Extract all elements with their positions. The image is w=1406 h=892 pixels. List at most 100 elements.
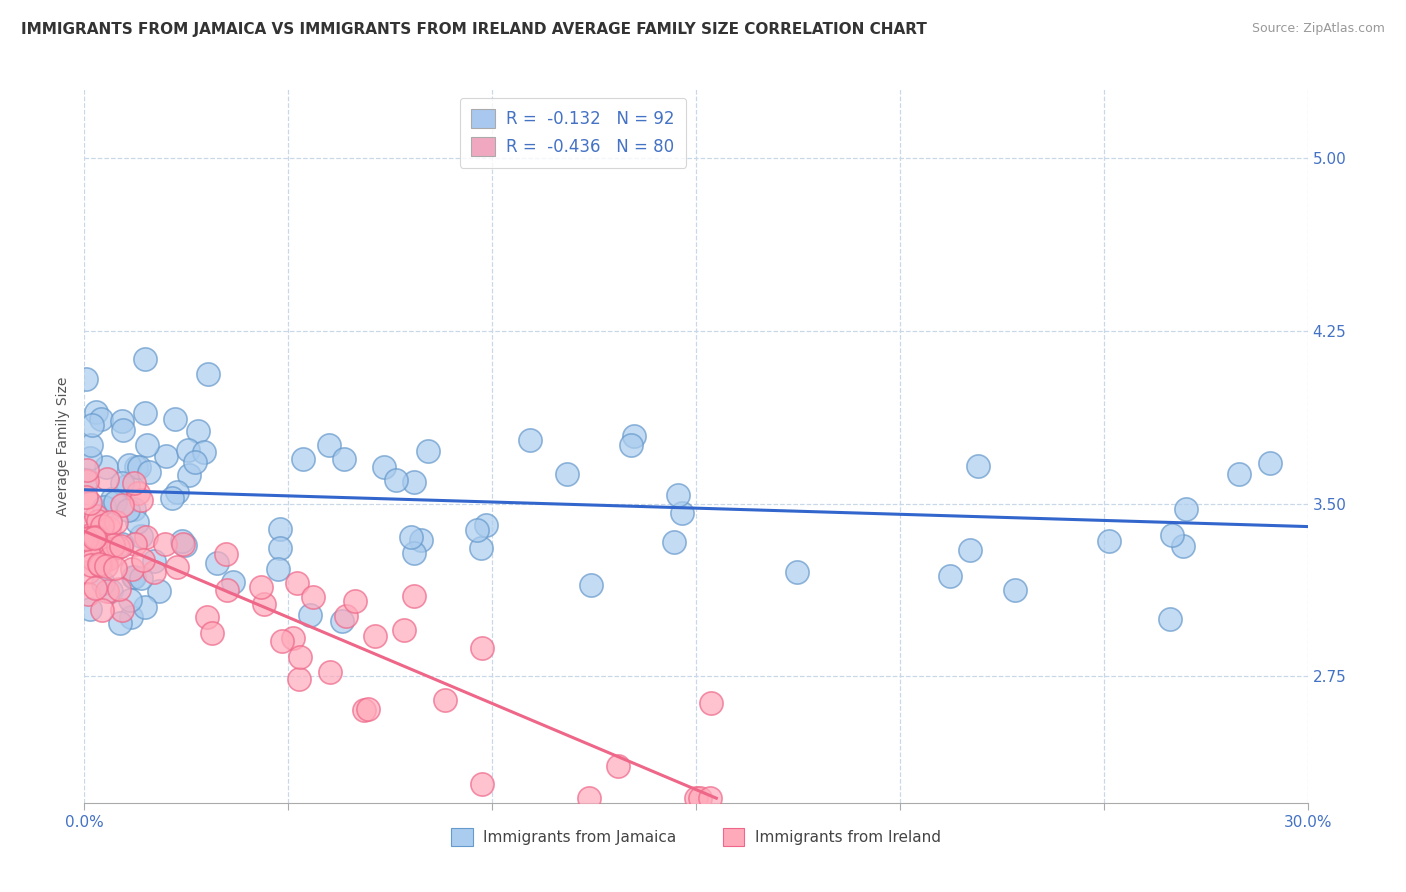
Point (104, 515, 127, 529)
Point (1227, 467, 1250, 481)
Point (134, 406, 156, 420)
Point (103, 538, 125, 552)
Point (110, 536, 132, 550)
Point (110, 539, 132, 553)
Point (83, 531, 105, 545)
Point (124, 475, 146, 490)
Point (127, 515, 149, 529)
Point (330, 614, 353, 628)
Point (291, 451, 314, 466)
Point (195, 610, 218, 624)
Point (122, 569, 145, 583)
Point (129, 529, 152, 543)
Point (91, 576, 114, 591)
Point (399, 529, 422, 543)
Point (373, 460, 395, 475)
Point (409, 533, 432, 547)
Point (90, 541, 112, 556)
Point (134, 351, 156, 366)
Point (79, 602, 101, 616)
Point (222, 575, 245, 590)
Point (121, 561, 143, 575)
Point (555, 467, 578, 481)
Point (475, 518, 498, 533)
Point (283, 632, 305, 646)
Point (172, 537, 194, 551)
Point (318, 438, 340, 452)
Point (76, 531, 98, 545)
Point (84, 530, 107, 544)
Point (82, 417, 104, 432)
Point (215, 548, 238, 562)
Point (700, 696, 723, 710)
Point (84, 581, 107, 595)
Point (1161, 528, 1184, 542)
Point (76, 462, 98, 476)
Point (98, 501, 121, 516)
Point (607, 759, 630, 773)
Point (357, 702, 380, 716)
Point (98, 515, 121, 529)
Point (333, 452, 356, 467)
Point (163, 412, 186, 426)
Point (290, 649, 312, 664)
Point (471, 776, 494, 790)
Point (104, 561, 127, 575)
Point (298, 607, 321, 622)
Point (124, 501, 146, 516)
Point (135, 530, 157, 544)
Point (91, 602, 114, 616)
Point (94, 460, 117, 475)
Point (84, 509, 107, 524)
Point (620, 438, 643, 452)
Point (1171, 539, 1194, 553)
Legend: Immigrants from Jamaica, Immigrants from Ireland: Immigrants from Jamaica, Immigrants from… (446, 822, 946, 852)
Point (1098, 534, 1121, 549)
Point (153, 537, 176, 551)
Point (120, 610, 142, 624)
Point (104, 495, 127, 509)
Point (111, 602, 134, 616)
Point (94, 553, 117, 567)
Point (579, 578, 602, 592)
Point (174, 538, 197, 552)
Point (75, 491, 97, 505)
Point (959, 542, 981, 557)
Point (418, 444, 440, 458)
Point (1174, 502, 1197, 516)
Point (392, 623, 415, 637)
Point (197, 367, 219, 381)
Point (966, 459, 988, 474)
Point (363, 629, 385, 643)
Point (77, 587, 100, 601)
Point (118, 458, 141, 472)
Point (96, 559, 118, 574)
Point (100, 583, 122, 598)
Point (131, 553, 153, 567)
Point (404, 546, 426, 560)
Point (200, 626, 222, 640)
Text: Source: ZipAtlas.com: Source: ZipAtlas.com (1251, 22, 1385, 36)
Point (578, 791, 600, 805)
Point (666, 488, 689, 502)
Point (183, 455, 205, 469)
Point (79, 450, 101, 465)
Point (166, 559, 188, 574)
Point (465, 523, 488, 537)
Point (128, 459, 150, 474)
Point (89, 558, 111, 573)
Point (301, 591, 323, 605)
Point (319, 665, 342, 679)
Point (107, 541, 129, 555)
Point (136, 437, 159, 451)
Point (80, 438, 103, 452)
Point (384, 473, 406, 487)
Point (111, 476, 134, 491)
Point (98, 551, 121, 566)
Point (80, 518, 103, 533)
Point (155, 449, 177, 463)
Point (253, 597, 276, 611)
Point (166, 484, 188, 499)
Point (112, 424, 135, 438)
Point (143, 565, 166, 579)
